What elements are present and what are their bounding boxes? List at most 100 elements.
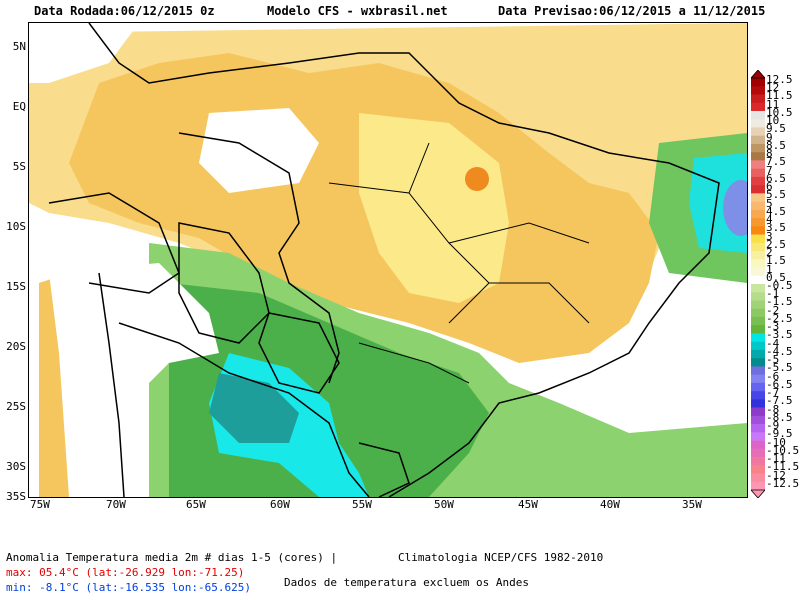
colorbar-band xyxy=(751,86,765,95)
warm-anomaly-core xyxy=(359,113,509,303)
colorbar-label: 2 xyxy=(766,246,773,260)
neutral-atlantic xyxy=(549,333,747,423)
lon-tick-60w: 60W xyxy=(270,498,290,511)
colorbar-label: 3 xyxy=(766,229,773,243)
colorbar-band xyxy=(751,300,765,310)
colorbar-label: 6 xyxy=(766,180,773,194)
colorbar-band xyxy=(751,440,765,450)
colorbar-band xyxy=(751,366,765,375)
neutral-layer xyxy=(29,23,747,497)
colorbar-label: -0.5 xyxy=(766,279,793,292)
colorbar-band xyxy=(751,185,765,194)
colorbar-label: 7 xyxy=(766,163,773,177)
colorbar-band xyxy=(751,292,765,301)
lat-tick-25s: 25S xyxy=(6,400,26,413)
colorbar-label: -2.5 xyxy=(766,311,793,325)
colorbar-band xyxy=(751,193,765,202)
lon-tick-50w: 50W xyxy=(434,498,454,511)
colorbar-band xyxy=(751,176,765,186)
colorbar-label: -9 xyxy=(766,419,780,433)
border-chile xyxy=(98,272,125,497)
border-argentina xyxy=(118,322,370,497)
lon-tick-75w: 75W xyxy=(30,498,50,511)
lat-tick-5n: 5N xyxy=(12,40,26,53)
max-value-label: max: 05.4°C (lat:-26.929 lon:-71.25) xyxy=(6,566,245,579)
colorbar-label: 1 xyxy=(766,262,773,276)
colorbar-band xyxy=(751,407,765,417)
colorbar xyxy=(751,70,765,498)
colorbar-label: -7.5 xyxy=(766,394,793,408)
lat-tick-35s: 35S xyxy=(6,490,26,503)
coastline xyxy=(88,23,720,497)
colorbar-band xyxy=(751,316,765,326)
neutral-northwest xyxy=(29,23,139,83)
colorbar-band xyxy=(751,127,765,136)
colorbar-band xyxy=(751,94,765,104)
colorbar-label: 3.5 xyxy=(766,221,786,235)
colorbar-label: -4.5 xyxy=(766,344,793,358)
colorbar-label: -12 xyxy=(766,468,786,482)
lat-tick-30s: 30S xyxy=(6,460,26,473)
map-title: Anomalia Temperatura media 2m # dias 1-5… xyxy=(6,551,338,564)
colorbar-band xyxy=(751,201,765,211)
colorbar-label: 10.5 xyxy=(766,105,793,119)
colorbar-band xyxy=(751,448,765,458)
colorbar-label: -10 xyxy=(766,435,786,449)
colorbar-down-arrow-icon xyxy=(751,489,765,498)
colorbar-label: -6.5 xyxy=(766,377,793,391)
colorbar-label: 4.5 xyxy=(766,204,786,218)
colorbar-up-arrow-icon xyxy=(751,70,765,79)
political-boundaries xyxy=(48,23,720,497)
colorbar-band xyxy=(751,275,765,285)
neutral-andes xyxy=(49,263,219,497)
colorbar-label: 1.5 xyxy=(766,254,786,268)
colorbar-label: -1.5 xyxy=(766,295,793,309)
colorbar-label: -10.5 xyxy=(766,443,800,457)
colorbar-band xyxy=(751,341,765,351)
colorbar-label: 12.5 xyxy=(766,73,793,86)
forecast-date-label: Data Previsao:06/12/2015 a 11/12/2015 xyxy=(498,4,766,18)
colorbar-band xyxy=(751,325,765,334)
colorbar-band xyxy=(751,267,765,277)
min-value-label: min: -8.1°C (lat:-16.535 lon:-65.625) xyxy=(6,581,252,594)
colorbar-band xyxy=(751,465,765,474)
colorbar-label: -5.5 xyxy=(766,361,793,375)
colorbar-label: -8 xyxy=(766,402,780,416)
colorbar-label: -4 xyxy=(766,336,780,350)
colorbar-label: 11 xyxy=(766,97,780,111)
colorbar-bands xyxy=(751,78,765,491)
colorbar-label: -11.5 xyxy=(766,460,800,474)
colorbar-band xyxy=(751,209,765,219)
colorbar-band xyxy=(751,226,765,235)
border-paraguay xyxy=(258,312,340,394)
lat-tick-10s: 10S xyxy=(6,220,26,233)
colorbar-label: 5.5 xyxy=(766,188,786,202)
colorbar-band xyxy=(751,382,765,392)
colorbar-band xyxy=(751,102,765,112)
model-label: Modelo CFS - wxbrasil.net xyxy=(267,4,448,18)
map-canvas xyxy=(29,23,747,497)
colorbar-band xyxy=(751,424,765,433)
colorbar-label: 7.5 xyxy=(766,155,786,169)
border-uruguay xyxy=(358,442,410,497)
colorbar-band xyxy=(751,242,765,252)
colorbar-band xyxy=(751,259,765,268)
colorbar-label: 12 xyxy=(766,81,780,95)
colorbar-label: 0.5 xyxy=(766,270,786,284)
lon-tick-65w: 65W xyxy=(186,498,206,511)
colorbar-band xyxy=(751,399,765,408)
colorbar-label: 5 xyxy=(766,196,773,210)
lat-tick-5s: 5S xyxy=(12,160,26,173)
colorbar-band xyxy=(751,218,765,227)
colorbar-band xyxy=(751,119,765,128)
lon-tick-45w: 45W xyxy=(518,498,538,511)
colorbar-band xyxy=(751,78,765,87)
border-peru xyxy=(48,192,180,294)
temperature-anomaly-map xyxy=(28,22,748,498)
andes-note: Dados de temperatura excluem os Andes xyxy=(284,576,530,589)
cold-anomaly-teal xyxy=(209,373,299,443)
colorbar-band xyxy=(751,234,765,244)
colorbar-band xyxy=(751,374,765,384)
colorbar-band xyxy=(751,110,765,120)
colorbar-band xyxy=(751,168,765,178)
